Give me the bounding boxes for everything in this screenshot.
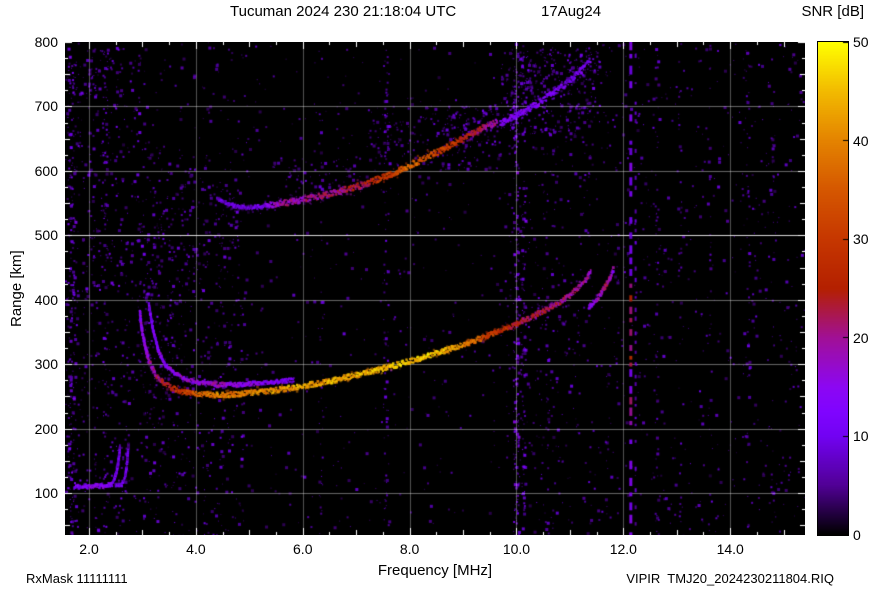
x-axis-label: Frequency [MHz] [377, 562, 493, 579]
cb-tick-label: 10 [853, 428, 869, 445]
cb-tick-label: 0 [853, 527, 861, 543]
x-tick-label: 14.0 [716, 541, 744, 557]
cb-tick-label: 40 [853, 132, 869, 149]
cb-tick-label: 50 [853, 34, 869, 50]
x-tick-label: 8.0 [399, 541, 420, 557]
y-tick-label: 200 [34, 420, 58, 437]
y-tick-label: 400 [34, 291, 58, 308]
y-tick-label: 600 [34, 162, 58, 179]
colorbar-gradient [817, 41, 849, 536]
x-tick-label: 2.0 [79, 541, 99, 557]
colorbar-title: SNR [dB] [801, 3, 864, 20]
y-tick-label: 100 [34, 485, 58, 502]
cb-tick-label: 30 [853, 231, 869, 248]
x-tick-label: 10.0 [502, 541, 531, 557]
chart-title: Tucuman 2024 230 21:18:04 UTC [230, 3, 457, 20]
y-tick-label: 300 [34, 356, 58, 373]
x-tick-label: 4.0 [186, 541, 206, 557]
cb-tick-label: 20 [853, 329, 869, 346]
rxmask-text: RxMask 11111111 [26, 571, 128, 586]
y-axis-label: Range [km] [8, 250, 25, 327]
filename-text: VIPIR TMJ20_2024230211804.RIQ [626, 571, 834, 586]
y-tick-label: 800 [34, 34, 58, 50]
y-tick-label: 700 [34, 98, 58, 115]
x-tick-label: 12.0 [609, 541, 637, 557]
ionogram-plot-canvas [65, 42, 805, 535]
x-tick-label: 6.0 [293, 541, 313, 557]
y-tick-label: 500 [34, 227, 58, 244]
chart-date: 17Aug24 [541, 3, 602, 20]
